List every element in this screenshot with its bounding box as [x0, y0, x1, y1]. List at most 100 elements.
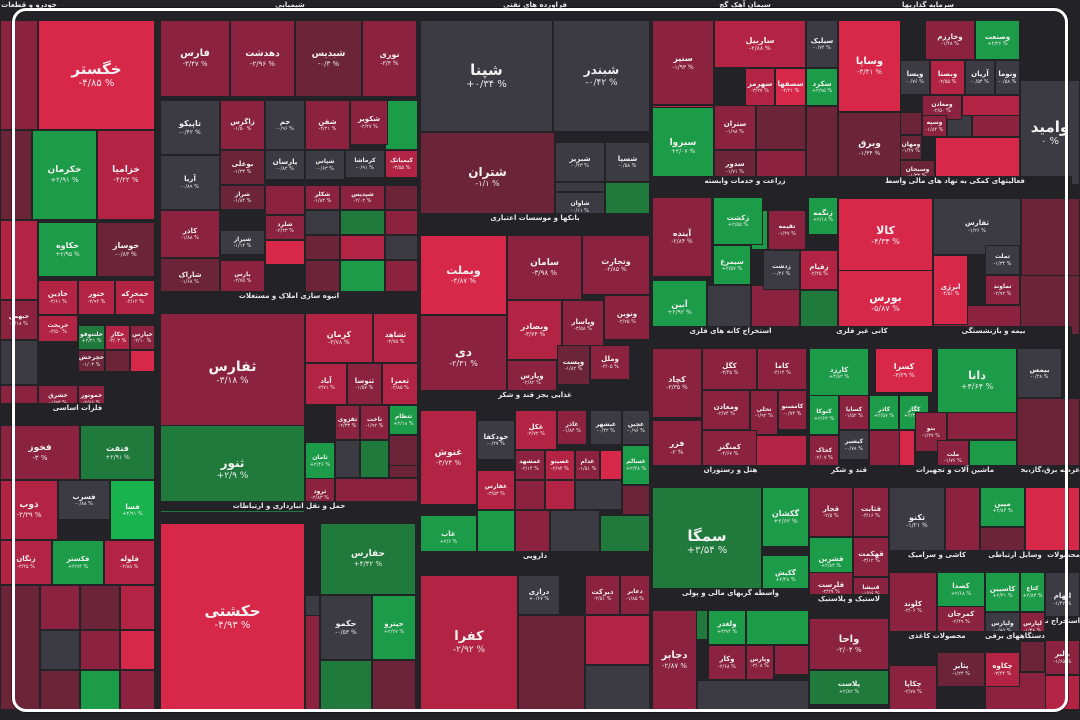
stock-tile[interactable]: پارسان -۰/۸۲ % [265, 150, 305, 180]
stock-tile[interactable]: آینده -۲/۸۴ % [652, 197, 712, 277]
stock-tile[interactable]: شپدیس -۲/۰۲ % [340, 185, 385, 210]
stock-tile[interactable]: زکشت +۲/۵۵ % [713, 197, 763, 245]
stock-tile[interactable]: زنگان -۳/۴۵ % [0, 540, 52, 585]
stock-tile[interactable]: شپاس -۰/۶۳ % [305, 150, 345, 180]
stock-tile[interactable]: غچین -۰/۹۶ % [622, 410, 650, 445]
stock-tile[interactable]: وپاسار -۳/۵۸ % [562, 300, 604, 350]
stock-tile[interactable]: فلوله -۲/۸۸ % [104, 540, 155, 585]
stock-tile[interactable]: ثنوسا -۱/۵۷ % [347, 363, 382, 405]
stock-tile[interactable]: کسرا -۳/۲۹ % [875, 348, 933, 393]
stock-tile[interactable]: قهکمت -۳/۱۲ % [853, 537, 889, 577]
stock-tile[interactable]: ذوب -۳/۳۹ % [0, 480, 58, 540]
stock-tile[interactable]: ابرژی -۴/۵۱ % [933, 255, 968, 325]
stock-tile[interactable]: وتجارت -۲/۸۵ % [582, 235, 650, 295]
stock-tile[interactable]: غمشهد -۲/۱۴ % [515, 450, 545, 480]
stock-tile[interactable]: جم -۰/۹۶ % [265, 100, 305, 150]
stock-tile[interactable]: ولغدر +۳/۹۴ % [708, 610, 746, 645]
stock-tile[interactable]: کسایا -۱/۵۲ % [839, 395, 869, 430]
stock-tile[interactable]: وساپا -۳/۴۱ % [838, 20, 901, 112]
stock-tile[interactable]: سیمرغ +۲/۵۷ % [713, 245, 751, 285]
stock-tile[interactable]: فسا +۲/۹۱ % [110, 480, 155, 540]
stock-tile[interactable]: بوعلی -۱/۳۳ % [220, 150, 265, 185]
stock-tile[interactable]: وپارس -۳/۰۸ % [746, 645, 774, 680]
stock-tile[interactable]: قجار -۲/۵ % [809, 487, 853, 537]
stock-tile[interactable]: فسرب -۰/۸۸ % [58, 480, 110, 520]
stock-tile[interactable]: حپترو +۲/۲۷ % [372, 595, 416, 660]
stock-tile[interactable]: شکلر -۱/۸۴ % [305, 185, 340, 210]
stock-tile[interactable]: ونوما -۰/۵۸ % [995, 60, 1020, 95]
stock-tile[interactable]: غکل -۲/۷۲ % [515, 410, 557, 450]
stock-tile[interactable]: خلنتوفو +۲/۲۱ % [78, 325, 105, 350]
stock-tile[interactable]: غبشهر -۰/۴۲ % [590, 410, 622, 445]
stock-tile[interactable]: وسپه -۱/۸۴ % [922, 115, 947, 137]
stock-tile[interactable]: شیراز -۱/۱۴ % [220, 230, 265, 255]
stock-tile[interactable]: خکاوه +۲/۹۵ % [38, 222, 97, 277]
stock-tile[interactable]: غفارس -۳/۵۳ % [477, 470, 515, 510]
stock-tile[interactable]: کگل -۳/۴۵ % [702, 348, 757, 390]
stock-tile[interactable]: کمنگنز -۴/۶۷ % [702, 430, 757, 470]
stock-tile[interactable]: آریان -۰/۵۴ % [965, 60, 995, 95]
stock-tile[interactable]: سمگا +۳/۵۴ % [652, 487, 762, 597]
stock-tile[interactable]: پلاست +۲/۸۲ % [809, 670, 889, 705]
stock-tile[interactable]: گکشان +۲/۶۲ % [762, 487, 809, 547]
stock-tile[interactable]: مپین +۲/۸۴ % [980, 487, 1025, 527]
stock-tile[interactable]: کلوند -۳/۰۶ % [889, 572, 937, 642]
stock-tile[interactable]: سامان -۳/۹۸ % [507, 235, 582, 300]
stock-tile[interactable]: خاذین -۳/۶۱ % [38, 280, 78, 315]
stock-tile[interactable]: وملل -۳/۰۵ % [590, 345, 630, 380]
stock-tile[interactable]: تحلی -۱/۹۲ % [750, 390, 778, 435]
stock-tile[interactable]: ثاخت -۱/۹۲ % [360, 405, 389, 440]
stock-tile[interactable]: حکمو -۰/۵۳ % [320, 595, 372, 660]
stock-tile[interactable]: تماوند -۲/۹۲ % [985, 275, 1020, 305]
stock-tile[interactable]: شکویر -۲/۴۷ % [350, 100, 388, 145]
stock-tile[interactable]: چکاپا -۲/۷۸ % [889, 665, 937, 710]
stock-tile[interactable]: زنگمه +۲/۱۸ % [808, 197, 838, 235]
stock-tile[interactable]: کتاع +۲/۸۳ % [1020, 572, 1045, 612]
stock-tile[interactable]: بیمس -۰/۲۸ % [1017, 348, 1062, 398]
stock-tile[interactable]: ثتظام +۲/۱۸ % [389, 405, 418, 435]
stock-tile[interactable]: قثابت -۳/۱۶ % [853, 487, 889, 537]
stock-tile[interactable]: تقیمه -۱/۴۷ % [768, 210, 806, 250]
stock-tile[interactable]: دبرکت -۲/۵۱ % [585, 575, 620, 615]
stock-tile[interactable]: کچاد -۳/۳۵ % [652, 348, 702, 418]
stock-tile[interactable]: وکار -۲/۶۸ % [708, 645, 746, 680]
stock-tile[interactable]: کیمیاتک -۳/۵۵ % [385, 150, 418, 178]
stock-tile[interactable]: بارس -۲/۷۵ % [220, 260, 265, 295]
stock-tile[interactable]: ثقزوی -۲/۳۳ % [335, 405, 360, 440]
stock-tile[interactable]: فنفت +۲/۹۱ % [80, 425, 155, 480]
stock-tile[interactable]: وبملت -۴/۸۷ % [420, 235, 507, 315]
stock-tile[interactable]: کارزد +۳/۸۲ % [809, 348, 869, 398]
stock-tile[interactable]: تاپیکو -۰/۴۲ % [160, 100, 220, 155]
stock-tile[interactable]: دعابر -۱/۸۵ % [620, 575, 650, 615]
stock-tile[interactable]: سیلیک -۰/۷۴ % [806, 20, 838, 68]
stock-tile[interactable]: وبصنا -۲/۵۵ % [930, 60, 965, 95]
stock-tile[interactable]: آباد -۳/۷۱ % [305, 363, 347, 405]
stock-tile[interactable]: بالبر -۱/۶۵ % [1045, 640, 1080, 675]
stock-tile[interactable]: خکرمان +۲/۹۱ % [32, 130, 97, 220]
stock-tile[interactable]: نوری -۳/۳ % [362, 20, 417, 97]
stock-tile[interactable]: وبصادر -۳/۷۴ % [507, 300, 562, 360]
stock-tile[interactable]: کفرا -۲/۹۲ % [420, 575, 518, 710]
stock-tile[interactable]: آریا -۰/۸۹ % [160, 155, 220, 210]
stock-tile[interactable]: بنو -۱/۲۷ % [915, 412, 947, 452]
stock-tile[interactable]: سکرد +۲/۹۵ % [806, 68, 838, 106]
stock-tile[interactable]: خریخت -۳/۵۰ % [38, 315, 78, 342]
stock-tile[interactable]: حفارس +۴/۴۲ % [320, 523, 416, 595]
stock-tile[interactable]: واحا -۲/۰۴ % [809, 618, 889, 670]
stock-tile[interactable]: درازی +۰/۶۷ % [518, 575, 560, 615]
stock-tile[interactable]: خزامیا -۴/۲۲ % [97, 130, 155, 220]
stock-tile[interactable]: ثعمرا -۲/۸۵ % [382, 363, 418, 405]
stock-tile[interactable]: سبزوا +۲/۰۷ % [652, 107, 714, 186]
stock-tile[interactable]: خبهمن -۲/۱۸ % [0, 300, 38, 340]
stock-tile[interactable]: ومهان -۱/۴۷ % [900, 135, 922, 160]
stock-tile[interactable]: غنوش -۳/۷۴ % [420, 410, 477, 505]
stock-tile[interactable]: خپارس -۲/۱۰ % [130, 325, 155, 350]
stock-tile[interactable]: زقیام -۲/۴۵ % [800, 250, 838, 290]
stock-tile[interactable]: کتوکا +۲/۶۳ % [809, 395, 839, 435]
stock-tile[interactable]: زاگرس -۱/۵۰ % [220, 100, 265, 150]
stock-tile[interactable]: کامسنو -۰/۷۴ % [778, 390, 807, 430]
stock-tile[interactable]: شسپا -۰/۵۸ % [605, 142, 650, 182]
stock-tile[interactable]: کاذر +۲/۵۷ % [869, 395, 899, 430]
stock-tile[interactable]: شبریز -۰/۴۳ % [555, 142, 605, 182]
stock-tile[interactable]: شلرد -۲/۲۳ % [265, 215, 305, 240]
